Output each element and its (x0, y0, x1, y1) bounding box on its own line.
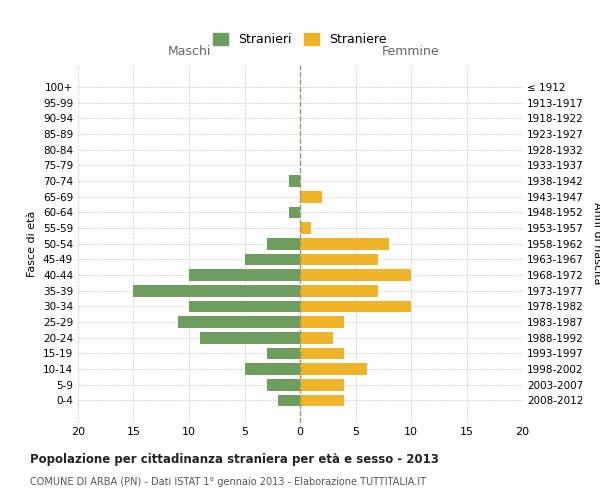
Bar (300, 254, 378, 266)
Bar (300, 269, 411, 281)
Bar (245, 254, 300, 266)
Bar (289, 206, 300, 218)
Bar (300, 363, 367, 375)
Bar (300, 394, 344, 406)
Bar (200, 332, 300, 344)
Bar (133, 285, 300, 296)
Bar (300, 348, 344, 360)
Bar (300, 379, 344, 390)
Bar (266, 379, 300, 390)
Bar (245, 363, 300, 375)
Bar (300, 285, 378, 296)
Bar (189, 269, 300, 281)
Text: Femmine: Femmine (382, 45, 440, 58)
Bar (266, 348, 300, 360)
Bar (300, 238, 389, 250)
Bar (278, 394, 300, 406)
Y-axis label: Anni di nascita: Anni di nascita (592, 202, 600, 285)
Text: Maschi: Maschi (167, 45, 211, 58)
Bar (300, 191, 322, 202)
Legend: Stranieri, Straniere: Stranieri, Straniere (208, 28, 392, 52)
Bar (300, 332, 334, 344)
Bar (189, 300, 300, 312)
Bar (300, 300, 411, 312)
Bar (300, 316, 344, 328)
Bar (266, 238, 300, 250)
Bar (178, 316, 300, 328)
Bar (289, 175, 300, 187)
Y-axis label: Fasce di età: Fasce di età (28, 210, 37, 277)
Text: Popolazione per cittadinanza straniera per età e sesso - 2013: Popolazione per cittadinanza straniera p… (30, 452, 439, 466)
Bar (300, 222, 311, 234)
Text: COMUNE DI ARBA (PN) - Dati ISTAT 1° gennaio 2013 - Elaborazione TUTTITALIA.IT: COMUNE DI ARBA (PN) - Dati ISTAT 1° genn… (30, 477, 426, 487)
